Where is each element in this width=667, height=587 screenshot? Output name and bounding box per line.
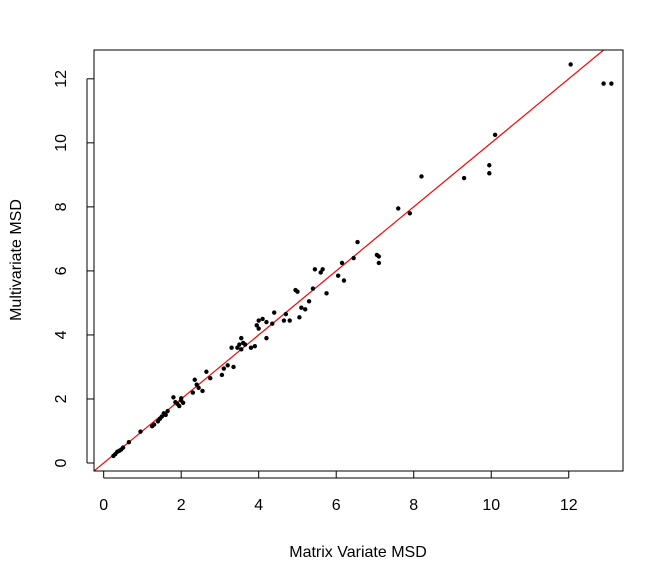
y-tick-label: 12 bbox=[53, 70, 70, 88]
data-point bbox=[419, 174, 424, 179]
x-axis-title: Matrix Variate MSD bbox=[289, 544, 427, 561]
y-tick-label: 6 bbox=[53, 266, 70, 275]
data-point bbox=[318, 270, 323, 275]
data-point bbox=[461, 175, 467, 181]
x-tick-label: 2 bbox=[177, 497, 186, 514]
data-point bbox=[163, 412, 168, 418]
data-point bbox=[312, 267, 318, 272]
data-point bbox=[303, 307, 308, 312]
data-point bbox=[264, 319, 269, 325]
data-point bbox=[601, 81, 606, 86]
data-point bbox=[376, 260, 382, 266]
x-tick-label: 0 bbox=[99, 497, 108, 514]
x-tick-label: 6 bbox=[332, 497, 341, 514]
y-tick-label: 0 bbox=[53, 458, 70, 467]
data-point bbox=[177, 403, 182, 409]
data-point bbox=[237, 342, 242, 347]
data-point bbox=[339, 260, 345, 266]
data-point bbox=[252, 343, 258, 349]
data-point bbox=[242, 342, 248, 347]
data-point bbox=[151, 422, 157, 427]
data-point bbox=[270, 321, 275, 326]
data-point bbox=[178, 396, 184, 401]
data-point bbox=[407, 211, 413, 216]
data-point bbox=[221, 366, 227, 371]
data-point bbox=[138, 429, 143, 434]
data-point bbox=[260, 316, 265, 322]
data-point bbox=[351, 255, 356, 261]
data-point bbox=[487, 171, 492, 176]
data-point bbox=[192, 377, 197, 382]
data-point bbox=[190, 390, 196, 395]
data-point bbox=[159, 414, 165, 419]
data-point bbox=[229, 345, 234, 350]
x-tick-label: 4 bbox=[254, 497, 263, 514]
data-point bbox=[487, 163, 492, 168]
data-point bbox=[320, 267, 325, 272]
x-tick-label: 12 bbox=[560, 497, 578, 514]
data-point bbox=[248, 345, 254, 350]
data-point bbox=[239, 347, 244, 352]
data-point bbox=[299, 305, 304, 310]
data-point bbox=[239, 335, 244, 341]
y-tick-label: 2 bbox=[53, 394, 70, 403]
data-point bbox=[256, 326, 261, 331]
data-point bbox=[219, 372, 225, 378]
data-point bbox=[324, 291, 329, 296]
points-layer bbox=[111, 62, 614, 459]
data-point bbox=[120, 445, 126, 450]
data-point bbox=[225, 363, 230, 368]
data-point bbox=[335, 273, 341, 278]
data-point bbox=[355, 239, 360, 245]
data-point bbox=[609, 81, 614, 86]
data-point bbox=[256, 318, 261, 323]
x-axis: 0 2 4 6 8 10 12 bbox=[99, 471, 578, 514]
data-point bbox=[194, 382, 199, 387]
data-point bbox=[196, 385, 201, 390]
data-point bbox=[180, 400, 186, 406]
data-point bbox=[235, 345, 240, 350]
data-point bbox=[165, 408, 170, 414]
x-tick-label: 10 bbox=[482, 497, 500, 514]
data-point bbox=[200, 388, 205, 394]
data-point bbox=[492, 132, 498, 138]
x-tick-label: 8 bbox=[409, 497, 418, 514]
data-point bbox=[171, 395, 176, 400]
data-point bbox=[208, 375, 213, 381]
y-axis: 0 2 4 6 8 10 12 bbox=[53, 70, 94, 467]
data-point bbox=[376, 254, 382, 259]
data-point bbox=[126, 439, 132, 445]
plot-frame bbox=[93, 49, 624, 472]
y-axis-title: Multivariate MSD bbox=[8, 199, 25, 321]
data-point bbox=[264, 335, 269, 341]
data-point bbox=[310, 286, 316, 291]
data-point bbox=[283, 311, 289, 317]
data-point bbox=[204, 369, 209, 374]
data-point bbox=[254, 323, 259, 328]
data-point bbox=[341, 278, 347, 283]
data-point bbox=[396, 206, 401, 211]
y-tick-label: 8 bbox=[53, 202, 70, 211]
data-point bbox=[568, 62, 573, 67]
y-tick-label: 10 bbox=[53, 134, 70, 152]
data-point bbox=[297, 315, 302, 320]
data-point bbox=[295, 289, 300, 294]
y-tick-label: 4 bbox=[53, 330, 70, 339]
data-point bbox=[281, 318, 287, 323]
data-point bbox=[287, 318, 292, 323]
data-point bbox=[306, 299, 312, 304]
data-point bbox=[272, 310, 277, 315]
data-point bbox=[231, 364, 236, 370]
